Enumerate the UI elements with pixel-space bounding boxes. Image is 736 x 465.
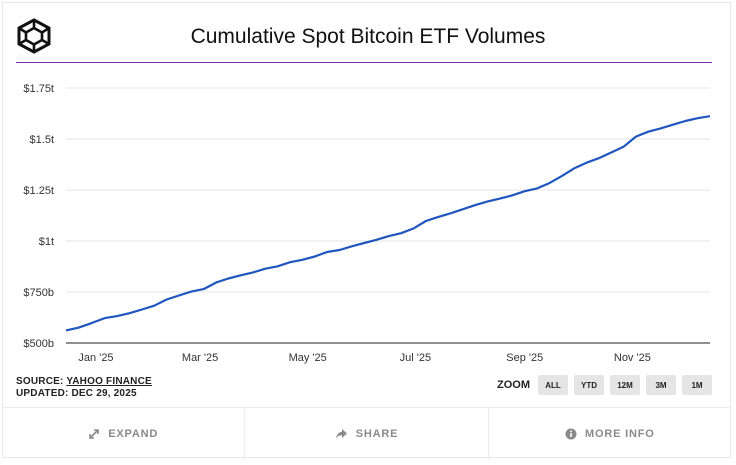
chart-title: Cumulative Spot Bitcoin ETF Volumes — [190, 25, 546, 48]
x-tick-label: Sep '25 — [506, 352, 543, 364]
source-info: SOURCE: YAHOO FINANCE UPDATED: DEC 29, 2… — [16, 376, 152, 400]
zoom-12m-button[interactable]: 12M — [610, 375, 640, 395]
cube-logo-icon — [17, 18, 51, 54]
info-circle-icon — [565, 428, 577, 440]
y-tick-label: $750b — [23, 287, 54, 299]
y-tick-label: $1.25t — [23, 185, 54, 197]
title-divider — [16, 62, 712, 63]
source-link[interactable]: YAHOO FINANCE — [66, 376, 152, 387]
zoom-label: ZOOM — [497, 379, 530, 391]
x-tick-label: May '25 — [289, 352, 327, 364]
chart-card — [2, 2, 731, 458]
zoom-1m-button[interactable]: 1M — [682, 375, 712, 395]
y-tick-label: $1.5t — [30, 134, 54, 146]
zoom-ytd-button[interactable]: YTD — [574, 375, 604, 395]
x-tick-label: Nov '25 — [614, 352, 651, 364]
series-line — [65, 115, 711, 332]
share-button[interactable]: SHARE — [244, 408, 487, 460]
x-axis-ticks: Jan '25 Mar '25 May '25 Jul '25 Sep '25 Nov '… — [78, 352, 650, 364]
expand-button[interactable]: EXPAND — [2, 408, 244, 460]
zoom-controls: ZOOM ALL YTD 12M 3M 1M — [497, 375, 712, 395]
grid-lines — [66, 87, 710, 344]
expand-arrows-icon — [89, 429, 100, 439]
zoom-all-button[interactable]: ALL — [538, 375, 568, 395]
line-chart: $500b $750b $1t $1.25t $1.5t $1.75t Jan '25 Ma… — [23, 83, 711, 364]
x-tick-label: Mar '25 — [182, 352, 218, 364]
x-tick-label: Jan '25 — [78, 352, 113, 364]
source-prefix: SOURCE: — [16, 376, 67, 387]
y-tick-label: $1t — [39, 236, 54, 248]
y-tick-label: $500b — [23, 338, 54, 350]
zoom-3m-button[interactable]: 3M — [646, 375, 676, 395]
more-info-label: MORE INFO — [585, 428, 655, 440]
x-tick-label: Jul '25 — [400, 352, 431, 364]
y-tick-label: $1.75t — [23, 83, 54, 95]
y-axis-ticks: $500b $750b $1t $1.25t $1.5t $1.75t — [23, 83, 54, 350]
share-arrow-icon — [335, 429, 347, 439]
action-bar: EXPAND SHARE MORE INFO — [2, 407, 731, 460]
expand-label: EXPAND — [108, 428, 159, 440]
more-info-button[interactable]: MORE INFO — [487, 408, 731, 460]
share-label: SHARE — [355, 428, 399, 440]
updated-date: UPDATED: DEC 29, 2025 — [16, 388, 137, 399]
source-line: SOURCE: YAHOO FINANCE — [16, 376, 152, 388]
